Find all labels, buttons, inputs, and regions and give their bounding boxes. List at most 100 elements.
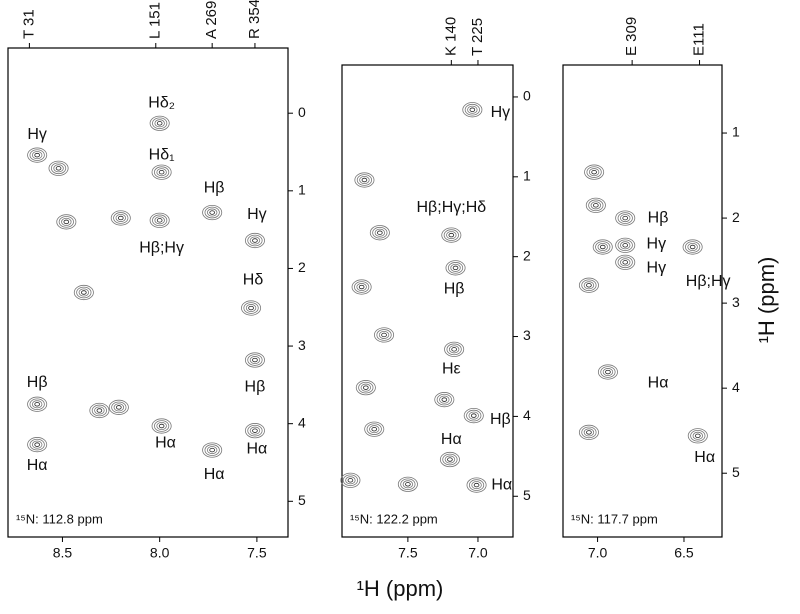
contour-ring: [152, 117, 168, 130]
contour-ring: [620, 214, 631, 223]
contour-ring: [682, 239, 703, 255]
contour-ring: [583, 428, 595, 437]
contour-ring: [243, 302, 259, 314]
contour-ring: [158, 423, 165, 429]
residue-label: E111: [691, 23, 708, 56]
contour-ring: [34, 442, 40, 447]
contour-ring: [444, 455, 456, 464]
y-tick-label: 4: [523, 407, 531, 423]
peak-annotation: Hγ: [27, 126, 47, 143]
peak-annotation: Hα: [27, 457, 48, 474]
peak-annotation: Hα: [155, 434, 176, 451]
contour-ring: [471, 481, 482, 490]
peak: [615, 254, 636, 270]
contour-ring: [204, 206, 220, 219]
contour-ring: [585, 197, 606, 213]
peak: [682, 239, 703, 255]
contour-ring: [154, 420, 170, 432]
contour-ring: [358, 284, 365, 290]
contour-ring: [622, 215, 629, 221]
contour-ring: [689, 244, 696, 250]
contour-ring: [50, 162, 67, 175]
peak: [434, 392, 455, 408]
contour-ring: [152, 214, 168, 227]
contour-ring: [78, 288, 90, 297]
peak: [439, 451, 460, 468]
contour-ring: [27, 437, 48, 453]
peak: [48, 160, 69, 176]
contour-ring: [364, 421, 385, 437]
contour-ring: [469, 107, 476, 112]
peak: [578, 424, 599, 440]
contour-ring: [439, 395, 450, 404]
contour-ring: [249, 426, 261, 435]
contour-ring: [473, 482, 480, 488]
peak-annotation: Hε: [442, 361, 461, 378]
contour-ring: [448, 232, 455, 238]
peak: [397, 476, 418, 492]
peak: [244, 352, 265, 368]
residue-label: E 309: [623, 17, 640, 56]
contour-ring: [586, 283, 592, 288]
residue-label: K 140: [442, 17, 459, 56]
contour-ring: [248, 305, 254, 311]
peak-annotation: Hβ: [245, 378, 266, 395]
contour-ring: [356, 283, 367, 292]
contour-ring: [31, 440, 43, 449]
contour-ring: [448, 345, 460, 354]
contour-ring: [149, 115, 170, 131]
contour-ring: [597, 242, 608, 251]
contour-ring: [690, 429, 706, 442]
contour-ring: [347, 478, 354, 483]
contour-ring: [620, 258, 631, 267]
contour-ring: [56, 214, 77, 230]
contour-ring: [34, 152, 40, 158]
contour-ring: [442, 453, 458, 466]
peak: [151, 164, 172, 180]
peak-annotation: Hγ: [491, 104, 511, 121]
contour-ring: [377, 230, 383, 235]
contour-ring: [34, 402, 40, 407]
y-tick-label: 4: [298, 414, 306, 430]
contour-ring: [622, 243, 629, 248]
contour-ring: [76, 286, 92, 299]
peak: [151, 418, 172, 434]
contour-ring: [378, 330, 390, 339]
contour-ring: [468, 411, 479, 420]
contour-ring: [27, 396, 48, 412]
contour-ring: [466, 409, 482, 422]
contour-ring: [447, 457, 453, 462]
contour-ring: [446, 343, 462, 356]
contour-ring: [154, 166, 170, 178]
contour-ring: [622, 260, 629, 265]
peak-annotation: Hβ: [648, 209, 669, 226]
contour-ring: [402, 480, 414, 489]
peak: [615, 210, 636, 226]
contour-ring: [202, 442, 223, 458]
contour-ring: [400, 478, 416, 491]
contour-ring: [366, 423, 382, 435]
peak: [578, 277, 599, 293]
peak: [592, 239, 613, 255]
contour-ring: [249, 236, 261, 245]
y-tick-label: 3: [523, 327, 531, 343]
contour-ring: [351, 279, 372, 295]
y-tick-label: 1: [298, 182, 306, 198]
contour-ring: [110, 210, 131, 226]
y-tick-label: 0: [523, 88, 531, 104]
y-tick-label: 4: [732, 379, 740, 395]
x-tick-label: 8.0: [150, 545, 170, 561]
contour-ring: [583, 281, 595, 290]
contour-ring: [452, 265, 459, 271]
contour-ring: [595, 241, 611, 253]
nitrogen-plane-note: ¹⁵N: 122.2 ppm: [350, 511, 438, 526]
peak-annotation: Hα: [491, 476, 512, 493]
contour-ring: [156, 422, 167, 431]
contour-ring: [252, 428, 258, 433]
peak: [351, 279, 372, 295]
contour-ring: [439, 451, 460, 468]
nitrogen-plane-note: ¹⁵N: 117.7 ppm: [571, 511, 658, 526]
contour-ring: [617, 239, 633, 252]
contour-ring: [463, 408, 484, 424]
peak: [463, 408, 484, 424]
